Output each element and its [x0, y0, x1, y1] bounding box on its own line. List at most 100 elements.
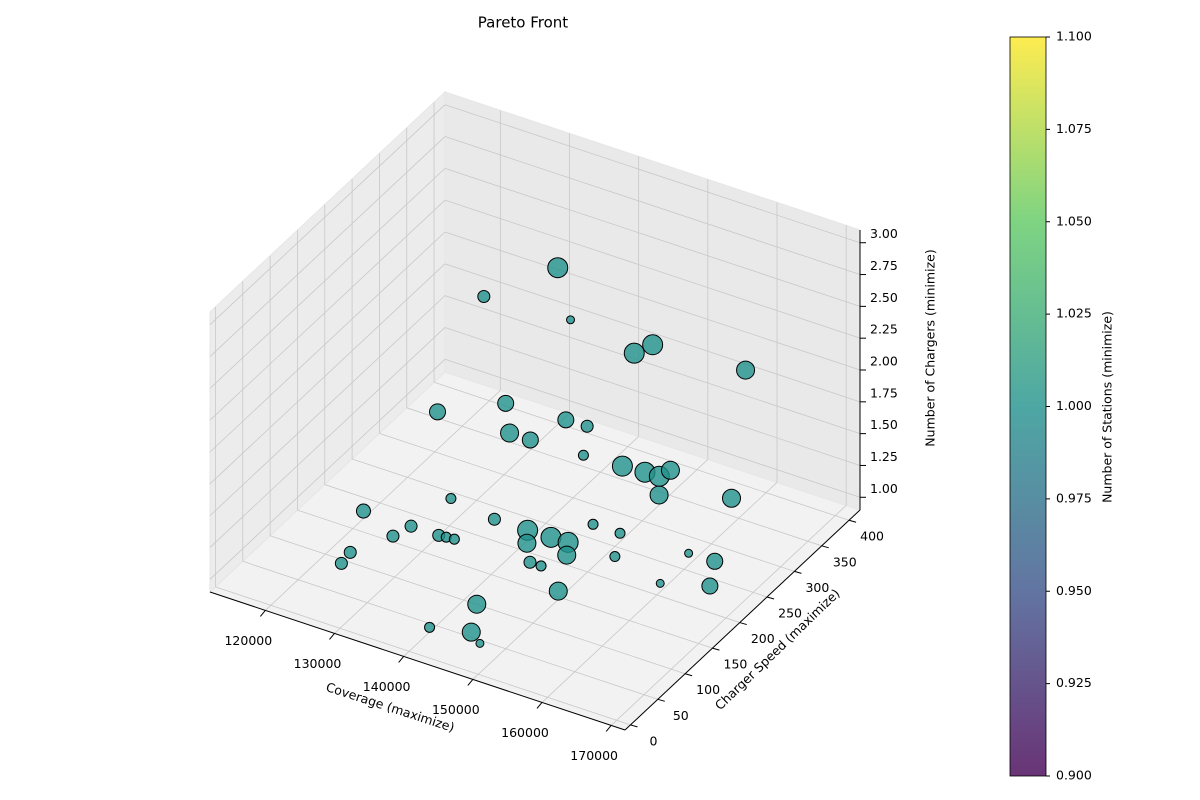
grid-line: [379, 433, 795, 572]
grid-line: [444, 231, 861, 371]
y-tick-label: 50: [673, 708, 689, 723]
point: [334, 556, 348, 570]
colorbar-tick-label: 0.900: [1056, 768, 1092, 783]
grid-line: [209, 104, 446, 326]
colorbar-tick-label: 0.975: [1056, 490, 1092, 505]
y-axis-line: [624, 509, 861, 731]
grid-line: [209, 263, 446, 485]
point: [577, 449, 589, 461]
point: [548, 581, 568, 601]
grid-line: [209, 327, 446, 548]
tick-mark: [684, 673, 693, 677]
point: [343, 545, 357, 559]
point: [566, 315, 576, 325]
point: [706, 552, 724, 570]
tick-mark: [467, 679, 474, 686]
grid-line: [444, 199, 861, 339]
grid-line: [209, 168, 446, 389]
grid-line: [242, 560, 658, 700]
chart-title: Pareto Front: [478, 14, 569, 32]
grid-line: [351, 458, 768, 598]
colorbar-tick-label: 1.025: [1056, 306, 1092, 321]
point: [701, 577, 719, 595]
x-tick-label: 120000: [224, 633, 272, 648]
tick-mark: [605, 725, 612, 732]
tick-mark: [766, 596, 775, 600]
y-tick-label: 300: [805, 580, 829, 595]
z-tick-label: 2.00: [870, 354, 898, 369]
z-tick-label: 1.00: [870, 481, 898, 496]
point: [475, 638, 485, 648]
z-tick-label: 3.00: [870, 226, 898, 241]
grid-line: [209, 295, 446, 516]
point: [642, 334, 664, 356]
point: [429, 403, 447, 421]
x-tick-label: 170000: [570, 748, 618, 763]
point: [467, 594, 487, 614]
z-tick-label: 1.25: [870, 449, 898, 464]
colorbar: [1009, 36, 1047, 777]
point: [487, 512, 501, 526]
tick-mark: [739, 622, 747, 626]
point: [649, 485, 669, 505]
point: [722, 488, 742, 508]
z-axis-title: Number of Chargers (minimize): [923, 249, 938, 446]
point: [587, 518, 599, 530]
point: [404, 519, 418, 533]
point: [557, 411, 575, 429]
grid-line: [472, 459, 709, 680]
grid-line: [444, 167, 861, 307]
colorbar-title: Number of Stations (minimize): [1100, 311, 1115, 503]
point: [655, 578, 665, 588]
colorbar-tick-label: 0.950: [1056, 583, 1092, 598]
grid-line: [215, 586, 631, 726]
y-tick-label: 400: [860, 529, 884, 544]
point: [497, 394, 515, 412]
point: [521, 431, 539, 449]
x-axis-line: [209, 591, 626, 731]
grid-line: [406, 407, 822, 547]
grid-line: [334, 413, 570, 634]
colorbar-tick-label: 1.000: [1056, 398, 1092, 413]
x-tick-label: 140000: [363, 679, 411, 694]
tick-mark: [259, 610, 266, 617]
point: [424, 621, 436, 633]
y-tick-label: 250: [778, 605, 802, 620]
point: [557, 545, 577, 565]
tick-mark: [794, 570, 802, 574]
point: [614, 527, 626, 539]
point: [500, 423, 520, 443]
grid-line: [324, 484, 740, 623]
grid-line: [265, 390, 501, 611]
grid-line: [444, 327, 861, 466]
grid-line: [541, 482, 778, 703]
y-tick-label: 0: [649, 733, 657, 748]
z-tick-label: 2.50: [870, 290, 898, 305]
colorbar-tick-label: 1.100: [1056, 29, 1092, 44]
grid-line: [209, 199, 446, 421]
tick-mark: [630, 724, 638, 728]
point: [386, 529, 400, 543]
point: [609, 551, 621, 563]
tick-mark: [657, 698, 665, 702]
x-tick-label: 150000: [432, 702, 480, 717]
grid-line: [444, 104, 861, 244]
colorbar-tick-label: 1.075: [1056, 121, 1092, 136]
colorbar-tick-label: 1.050: [1056, 213, 1092, 228]
point: [623, 342, 645, 364]
tick-mark: [848, 519, 857, 523]
point: [355, 503, 371, 519]
point: [660, 460, 680, 480]
tick-mark: [712, 647, 720, 651]
point: [445, 493, 457, 505]
colorbar-tick-label: 0.925: [1056, 675, 1092, 690]
point: [611, 455, 633, 477]
grid-line: [209, 231, 446, 453]
y-tick-label: 150: [724, 657, 748, 672]
point: [448, 533, 460, 545]
grid-line: [297, 509, 713, 649]
z-tick-label: 2.75: [870, 258, 898, 273]
point: [684, 548, 694, 558]
grid-line: [209, 358, 446, 580]
point: [736, 360, 756, 380]
